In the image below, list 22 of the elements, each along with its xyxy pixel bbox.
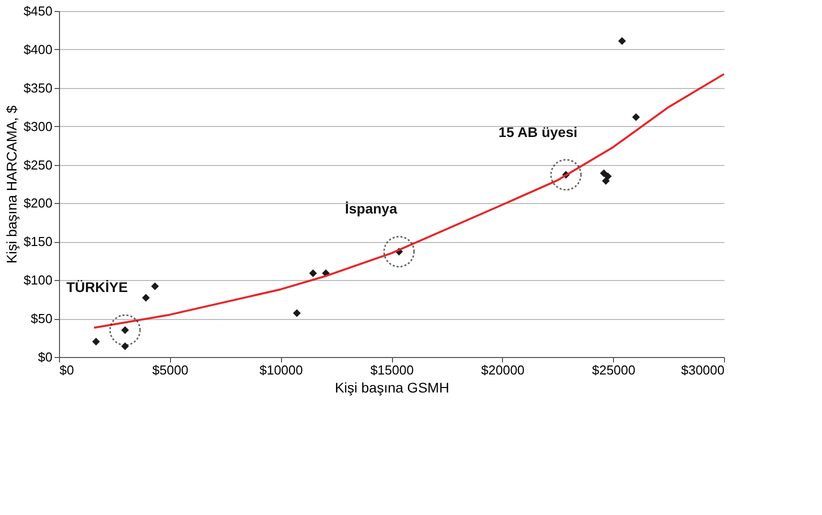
y-tick-label: $150 xyxy=(24,234,52,250)
y-tick-label: $0 xyxy=(38,350,52,364)
y-axis-title: Kişi başına HARCAMA, $ xyxy=(4,105,20,264)
annotation: 15 AB üyesi xyxy=(498,124,578,140)
y-tick-label: $250 xyxy=(24,157,52,172)
x-tick-label: $15000 xyxy=(370,362,414,378)
annotation: İspanya xyxy=(344,200,398,217)
y-tick-label: $50 xyxy=(30,311,52,326)
x-tick-label: $30000 xyxy=(681,362,724,378)
y-tick-label: $450 xyxy=(24,4,52,18)
x-tick-label: $10000 xyxy=(259,362,303,378)
y-tick-label: $300 xyxy=(24,118,52,134)
x-axis-title: Kişi başına GSMH xyxy=(334,380,450,396)
y-tick-label: $350 xyxy=(24,80,52,96)
y-tick-label: $200 xyxy=(24,196,52,211)
x-tick-label: $5000 xyxy=(152,362,188,378)
x-tick-label: $0 xyxy=(60,362,74,378)
y-tick-label: $400 xyxy=(24,42,52,57)
x-tick-label: $25000 xyxy=(592,362,636,378)
y-tick-label: $100 xyxy=(24,272,52,288)
x-tick-label: $20000 xyxy=(481,362,525,378)
annotation: TÜRKİYE xyxy=(66,279,128,296)
